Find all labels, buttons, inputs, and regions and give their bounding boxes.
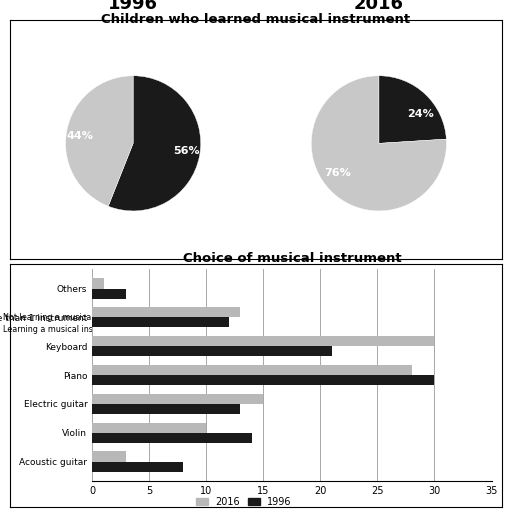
Bar <box>92 365 412 375</box>
Wedge shape <box>311 76 446 211</box>
Legend: Not learning a musical instrument, Learning a musical instrument: Not learning a musical instrument, Learn… <box>237 310 396 337</box>
Wedge shape <box>379 76 446 143</box>
Bar <box>92 394 263 404</box>
Bar <box>92 346 332 356</box>
Text: 2016: 2016 <box>354 0 404 13</box>
Wedge shape <box>66 76 133 206</box>
Text: 1996: 1996 <box>108 0 158 13</box>
Title: Choice of musical instrument: Choice of musical instrument <box>182 252 401 265</box>
Legend: Not learning a musical instrument, Learning a musical instrument: Not learning a musical instrument, Learn… <box>0 310 143 337</box>
Bar <box>92 289 126 298</box>
Bar <box>92 422 206 433</box>
Bar <box>92 433 252 443</box>
Text: 44%: 44% <box>67 131 93 141</box>
Bar <box>92 461 183 472</box>
Wedge shape <box>108 76 201 211</box>
Bar <box>92 375 435 385</box>
Text: 56%: 56% <box>173 146 200 156</box>
Bar <box>92 404 241 414</box>
Bar <box>92 317 229 328</box>
Bar <box>92 336 435 346</box>
Bar <box>92 452 126 461</box>
Text: 24%: 24% <box>407 109 433 119</box>
Legend: 2016, 1996: 2016, 1996 <box>192 493 296 510</box>
Text: Children who learned musical instrument: Children who learned musical instrument <box>101 13 411 26</box>
Bar <box>92 307 241 317</box>
Text: 76%: 76% <box>325 168 351 178</box>
Bar <box>92 279 103 289</box>
